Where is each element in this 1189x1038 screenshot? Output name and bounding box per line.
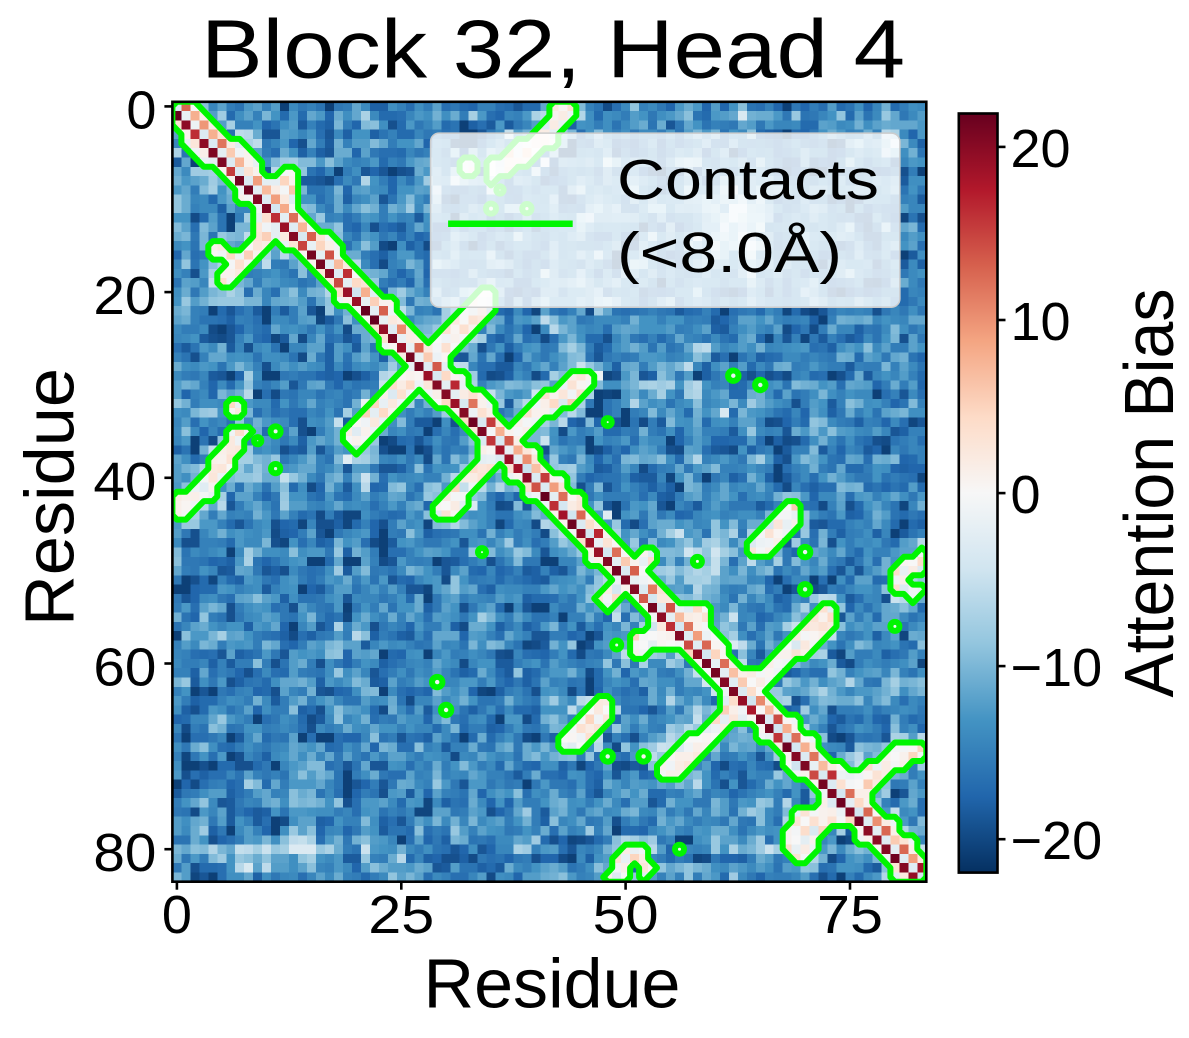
svg-text:Contacts: Contacts bbox=[617, 148, 879, 212]
svg-text:0: 0 bbox=[126, 80, 156, 140]
svg-text:60: 60 bbox=[93, 638, 156, 698]
svg-text:25: 25 bbox=[368, 885, 434, 945]
svg-text:−10: −10 bbox=[1011, 638, 1103, 698]
svg-text:Residue: Residue bbox=[424, 945, 681, 1023]
svg-text:0: 0 bbox=[162, 885, 192, 945]
svg-text:20: 20 bbox=[1011, 119, 1071, 179]
svg-text:0: 0 bbox=[1011, 465, 1041, 525]
svg-text:Residue: Residue bbox=[11, 368, 89, 626]
svg-text:50: 50 bbox=[593, 885, 659, 945]
svg-text:Block 32, Head 4: Block 32, Head 4 bbox=[201, 3, 905, 96]
svg-text:Attention Bias: Attention Bias bbox=[1110, 289, 1188, 698]
svg-text:10: 10 bbox=[1011, 292, 1071, 352]
svg-text:80: 80 bbox=[93, 823, 156, 883]
svg-text:20: 20 bbox=[93, 266, 156, 326]
svg-text:40: 40 bbox=[93, 452, 156, 512]
svg-text:(<8.0Å): (<8.0Å) bbox=[617, 221, 842, 285]
svg-text:−20: −20 bbox=[1011, 811, 1103, 871]
svg-text:75: 75 bbox=[817, 885, 883, 945]
